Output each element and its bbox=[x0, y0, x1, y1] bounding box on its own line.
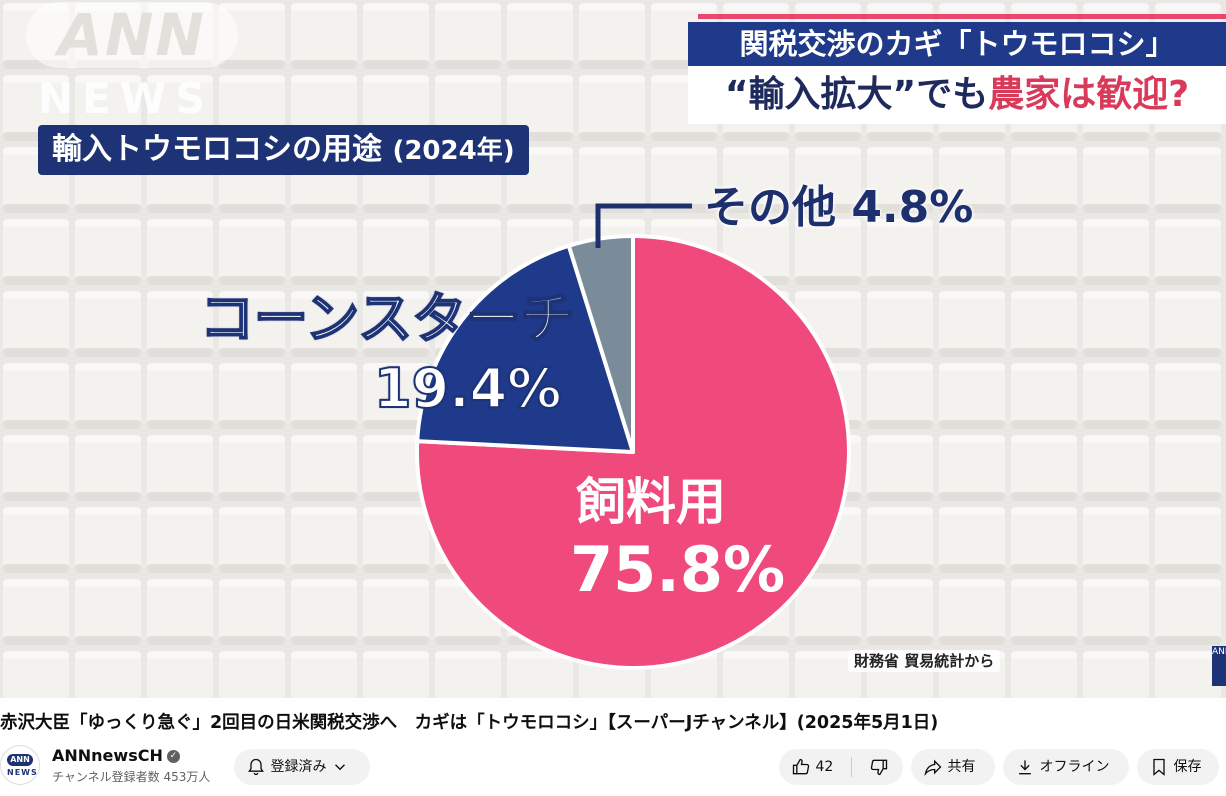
headline-bottom-part1: “輸入拡大”でも bbox=[724, 74, 989, 115]
verified-icon: ✓ bbox=[166, 750, 180, 763]
headline-accent-bar bbox=[698, 14, 1226, 19]
save-label: 保存 bbox=[1173, 759, 1202, 775]
slice-value-cornstarch: 19.4% bbox=[373, 356, 562, 421]
chart-title: 輸入トウモロコシの用途 (2024年) bbox=[38, 125, 529, 175]
slice-label-cornstarch: コーンスターチ bbox=[199, 287, 575, 351]
offline-button[interactable]: オフライン bbox=[1003, 749, 1129, 785]
pie-slice-feed bbox=[415, 234, 851, 670]
subscribed-label: 登録済み bbox=[270, 759, 327, 775]
channel-avatar[interactable]: ANN NEWS bbox=[0, 745, 40, 785]
headline-top: 関税交渉のカギ「トウモロコシ」 bbox=[688, 22, 1226, 66]
pie-chart bbox=[415, 234, 851, 670]
corner-ann-logo: ANN bbox=[1212, 646, 1226, 686]
channel-name[interactable]: ANNnewsCH ✓ bbox=[52, 745, 180, 767]
download-icon bbox=[1019, 760, 1031, 775]
avatar-news-text: NEWS bbox=[7, 768, 38, 777]
news-logo-text: NEWS bbox=[38, 74, 215, 123]
ann-news-watermark: ANN NEWS bbox=[26, 2, 238, 120]
dislike-button[interactable] bbox=[855, 749, 903, 785]
ann-logo-text: ANN bbox=[26, 2, 238, 68]
subscribed-button[interactable]: 登録済み bbox=[234, 749, 370, 785]
bookmark-icon bbox=[1153, 758, 1165, 776]
chevron-down-icon bbox=[334, 764, 345, 771]
like-divider bbox=[851, 757, 852, 777]
chart-title-year: (2024年) bbox=[392, 136, 515, 166]
slice-label-feed: 飼料用 bbox=[576, 473, 726, 531]
other-leader-line bbox=[595, 203, 692, 248]
like-dislike-group: 42 bbox=[779, 749, 903, 785]
source-caption: 財務省 貿易統計から bbox=[848, 650, 1001, 672]
share-label: 共有 bbox=[947, 759, 976, 775]
pie-slice-other bbox=[566, 234, 635, 454]
thumbs-up-icon bbox=[792, 758, 810, 775]
thumbs-down-icon bbox=[870, 759, 888, 776]
slice-value-feed: 75.8% bbox=[570, 533, 786, 606]
pie-slice-cornstarch bbox=[415, 243, 635, 454]
bell-icon bbox=[248, 758, 264, 776]
channel-name-text[interactable]: ANNnewsCH bbox=[52, 746, 163, 765]
slice-label-other: その他 4.8% bbox=[704, 182, 974, 233]
avatar-ann-text: ANN bbox=[7, 754, 33, 766]
like-button[interactable]: 42 bbox=[779, 749, 851, 785]
headline-bottom-part2: 農家は歓迎? bbox=[988, 74, 1190, 115]
chart-title-text: 輸入トウモロコシの用途 bbox=[52, 132, 382, 167]
headline-banner: 関税交渉のカギ「トウモロコシ」 “輸入拡大”でも農家は歓迎? bbox=[688, 6, 1226, 124]
subscriber-count: チャンネル登録者数 453万人 bbox=[52, 770, 211, 784]
save-button[interactable]: 保存 bbox=[1137, 749, 1219, 785]
share-icon bbox=[924, 759, 942, 777]
video-player[interactable]: ANN NEWS 関税交渉のカギ「トウモロコシ」 “輸入拡大”でも農家は歓迎? … bbox=[0, 0, 1226, 698]
like-count: 42 bbox=[815, 759, 834, 775]
video-title: 赤沢大臣「ゆっくり急ぐ」2回目の日米関税交渉へ カギは「トウモロコシ」【スーパー… bbox=[0, 713, 939, 733]
offline-label: オフライン bbox=[1039, 759, 1110, 775]
headline-bottom: “輸入拡大”でも農家は歓迎? bbox=[688, 66, 1226, 124]
share-button[interactable]: 共有 bbox=[911, 749, 995, 785]
